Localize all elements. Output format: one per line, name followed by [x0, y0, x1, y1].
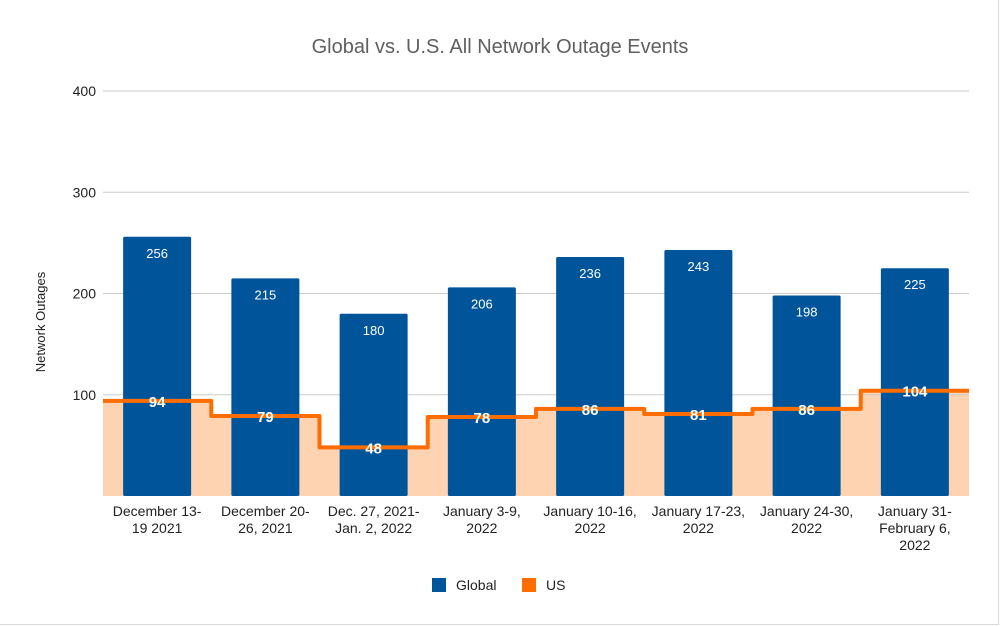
x-tick-label: January 3-9, 2022 [443, 503, 521, 536]
x-tick-label: Dec. 27, 2021-Jan. 2, 2022 [328, 503, 420, 536]
us-line [103, 388, 969, 450]
us-legend-label: US [546, 577, 565, 593]
global-bar [339, 313, 408, 496]
global-data-label: 225 [904, 277, 926, 292]
y-axis-label: Network Outages [33, 271, 48, 372]
global-bar [556, 257, 625, 496]
y-tick-label: 400 [73, 83, 97, 99]
global-bar [123, 236, 192, 497]
y-tick-label: 200 [73, 286, 97, 302]
us-data-label: 48 [365, 440, 382, 457]
us-data-label: 86 [582, 402, 599, 419]
y-tick-label: 300 [73, 184, 97, 200]
us-data-label: 79 [257, 409, 274, 426]
x-tick-label: January 10-16, 2022 [543, 503, 636, 536]
x-tick-label: January 24-30, 2022 [760, 503, 853, 536]
us-data-label: 81 [690, 407, 707, 424]
us-legend-swatch [522, 578, 536, 592]
global-legend-swatch [432, 578, 446, 592]
global-data-label: 215 [255, 287, 277, 302]
x-tick-label: December 13-19 2021 [113, 503, 202, 536]
global-bar [664, 249, 733, 496]
global-bar [231, 278, 300, 496]
us-data-label: 86 [798, 402, 815, 419]
global-bar [447, 287, 516, 496]
global-data-label: 256 [146, 246, 168, 261]
chart-title: Global vs. U.S. All Network Outage Event… [312, 36, 689, 58]
global-data-label: 236 [579, 266, 601, 281]
global-data-label: 243 [688, 259, 710, 274]
global-legend-label: Global [456, 577, 496, 593]
y-tick-label: 100 [73, 387, 97, 403]
us-data-label: 104 [902, 384, 928, 401]
us-data-label: 94 [149, 394, 166, 411]
x-tick-label: December 20-26, 2021 [221, 503, 310, 536]
global-bar [772, 295, 841, 496]
global-data-label: 206 [471, 296, 493, 311]
global-data-label: 180 [363, 323, 385, 338]
x-tick-label: January 17-23, 2022 [652, 503, 745, 536]
global-data-label: 198 [796, 305, 818, 320]
x-tick-label: January 31-February 6, 2022 [878, 503, 952, 553]
legend: Global US [432, 577, 565, 593]
global-bar [880, 268, 949, 496]
us-data-label: 78 [474, 410, 491, 427]
